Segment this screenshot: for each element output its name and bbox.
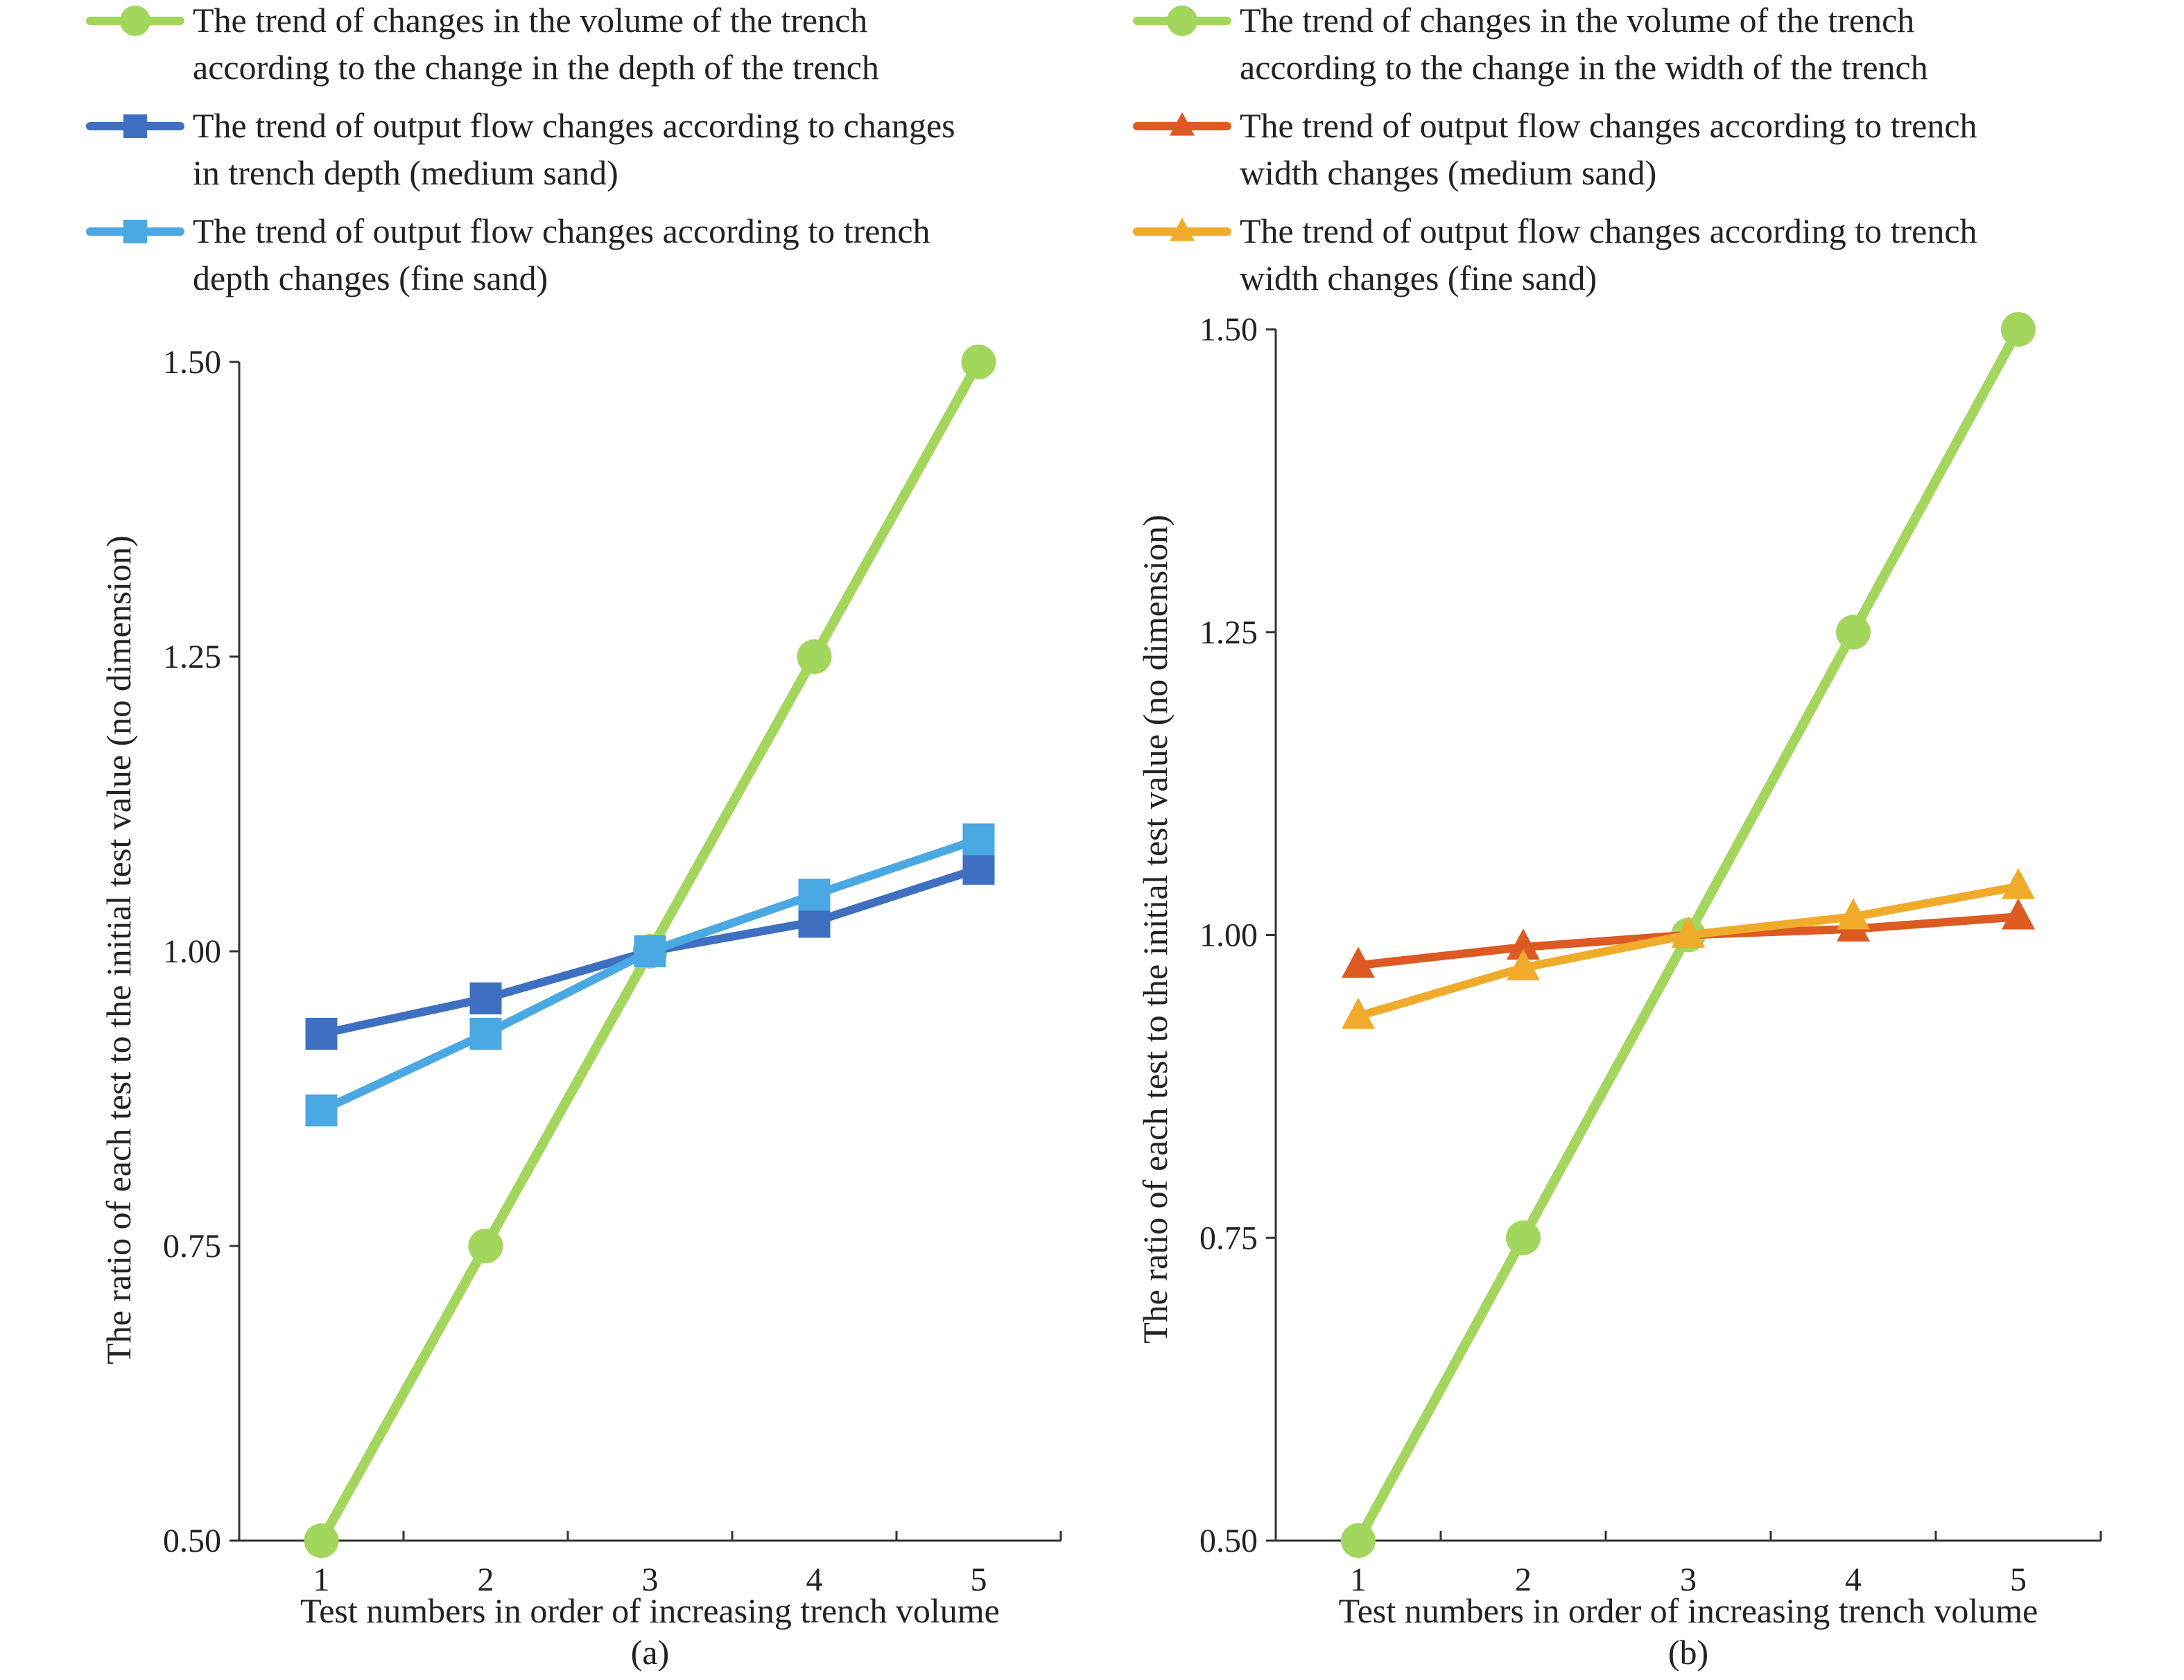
- data-point-triangle: [1672, 916, 1705, 948]
- data-point-triangle: [1507, 949, 1540, 980]
- y-tick-label: 1.25: [1199, 614, 1258, 651]
- legend-label-line2: according to the change in the width of …: [1240, 48, 1928, 87]
- data-point-circle: [797, 639, 832, 674]
- data-point-triangle: [1507, 928, 1540, 960]
- x-tick-label: 4: [1845, 1561, 1862, 1598]
- data-point-square: [469, 982, 502, 1014]
- data-point-triangle: [1170, 112, 1195, 136]
- legend-label-line2: depth changes (fine sand): [193, 259, 548, 297]
- data-point-square: [123, 114, 147, 138]
- y-tick-label: 1.50: [1199, 311, 1258, 348]
- data-point-square: [962, 823, 995, 856]
- y-tick-label: 1.50: [163, 344, 221, 381]
- data-point-triangle: [1837, 898, 1870, 930]
- legend-entry: The trend of changes in the volume of th…: [1133, 1, 1928, 87]
- data-point-triangle: [1170, 217, 1195, 241]
- data-point-square: [123, 220, 147, 243]
- x-tick-label: 5: [2010, 1561, 2027, 1598]
- x-tick-label: 5: [971, 1561, 987, 1598]
- x-tick-label: 4: [806, 1561, 823, 1598]
- data-point-circle: [1506, 1220, 1541, 1256]
- data-point-square: [305, 1094, 338, 1127]
- x-tick-label: 1: [313, 1561, 330, 1598]
- data-point-circle: [468, 1229, 503, 1263]
- x-axis-title: Test numbers in order of increasing tren…: [300, 1591, 1000, 1630]
- legend: The trend of changes in the volume of th…: [86, 1, 955, 297]
- data-point-circle: [120, 6, 150, 36]
- series-line: [317, 835, 983, 1115]
- data-point-triangle: [1342, 946, 1375, 978]
- legend: The trend of changes in the volume of th…: [1133, 1, 1977, 297]
- legend-label-line2: width changes (medium sand): [1240, 153, 1656, 192]
- legend-label-line1: The trend of output flow changes accordi…: [193, 106, 955, 145]
- y-tick-label: 1.00: [163, 933, 221, 970]
- legend-label-line1: The trend of output flow changes accordi…: [193, 211, 930, 250]
- y-tick-label: 0.50: [1199, 1523, 1258, 1559]
- data-point-triangle: [2002, 867, 2035, 899]
- x-tick-label: 2: [1515, 1561, 1532, 1598]
- y-tick-label: 0.50: [163, 1523, 221, 1559]
- legend-entry: The trend of changes in the volume of th…: [86, 1, 879, 87]
- legend-entry: The trend of output flow changes accordi…: [1133, 211, 1977, 297]
- data-point-square: [305, 1018, 338, 1050]
- x-tick-label: 3: [642, 1561, 659, 1598]
- x-tick-label: 1: [1350, 1561, 1367, 1598]
- legend-entry: The trend of output flow changes accordi…: [86, 106, 955, 192]
- y-tick-label: 0.75: [163, 1228, 221, 1265]
- data-point-circle: [961, 345, 996, 379]
- series-3: [305, 823, 995, 1127]
- data-point-square: [962, 853, 995, 885]
- y-tick-label: 1.00: [1199, 917, 1258, 954]
- y-tick-label: 0.75: [1199, 1220, 1258, 1256]
- legend-label-line1: The trend of changes in the volume of th…: [1240, 1, 1914, 40]
- y-axis-title: The ratio of each test to the initial te…: [1136, 514, 1175, 1343]
- legend-label-line2: according to the change in the depth of …: [193, 48, 879, 87]
- legend-label-line1: The trend of output flow changes accordi…: [1240, 211, 1977, 250]
- data-point-square: [798, 906, 831, 938]
- panel-label: (a): [631, 1633, 670, 1672]
- legend-label-line2: width changes (fine sand): [1240, 259, 1597, 297]
- series-3: [1342, 867, 2035, 1029]
- data-point-circle: [2001, 312, 2036, 347]
- legend-label-line1: The trend of changes in the volume of th…: [193, 1, 867, 40]
- data-point-triangle: [1342, 997, 1375, 1029]
- panel-label: (b): [1668, 1633, 1708, 1672]
- y-tick-label: 1.25: [163, 639, 221, 675]
- legend-label-line2: in trench depth (medium sand): [193, 153, 618, 192]
- data-point-circle: [304, 1523, 339, 1558]
- x-tick-label: 3: [1680, 1561, 1697, 1598]
- legend-entry: The trend of output flow changes accordi…: [86, 211, 930, 297]
- data-point-circle: [1167, 6, 1197, 36]
- data-point-square: [798, 878, 831, 911]
- data-point-triangle: [2002, 898, 2035, 930]
- data-point-circle: [1836, 614, 1871, 650]
- legend-label-line1: The trend of output flow changes accordi…: [1240, 106, 1977, 145]
- data-point-circle: [1341, 1523, 1376, 1558]
- data-point-square: [469, 1018, 502, 1050]
- data-point-square: [634, 935, 666, 967]
- x-axis-title: Test numbers in order of increasing tren…: [1339, 1591, 2038, 1630]
- x-tick-label: 2: [478, 1561, 494, 1598]
- legend-entry: The trend of output flow changes accordi…: [1133, 106, 1977, 192]
- y-axis-title: The ratio of each test to the initial te…: [99, 535, 138, 1364]
